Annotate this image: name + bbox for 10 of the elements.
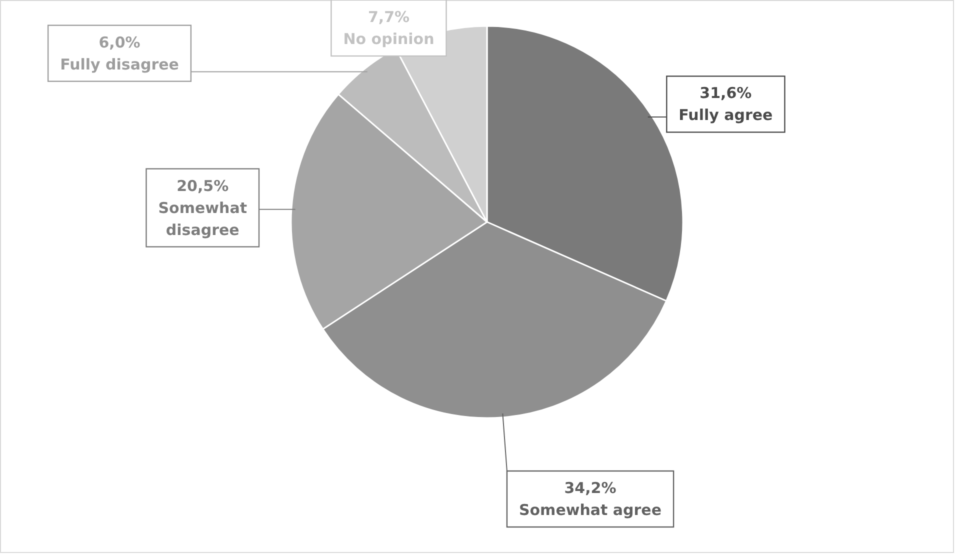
data-label: 7,7% [368, 8, 410, 26]
data-label: 20,5% [176, 176, 229, 195]
data-label: 6,0% [98, 33, 140, 52]
slice-label: Fully disagree [60, 55, 179, 74]
slice-label: Fully agree [678, 106, 773, 124]
data-label: 31,6% [700, 84, 752, 102]
slice-label: No opinion [343, 30, 434, 48]
data-label: 34,2% [564, 479, 616, 497]
slice-label: Somewhat agree [518, 501, 662, 519]
slice-label: Somewhat disagree [158, 198, 247, 239]
